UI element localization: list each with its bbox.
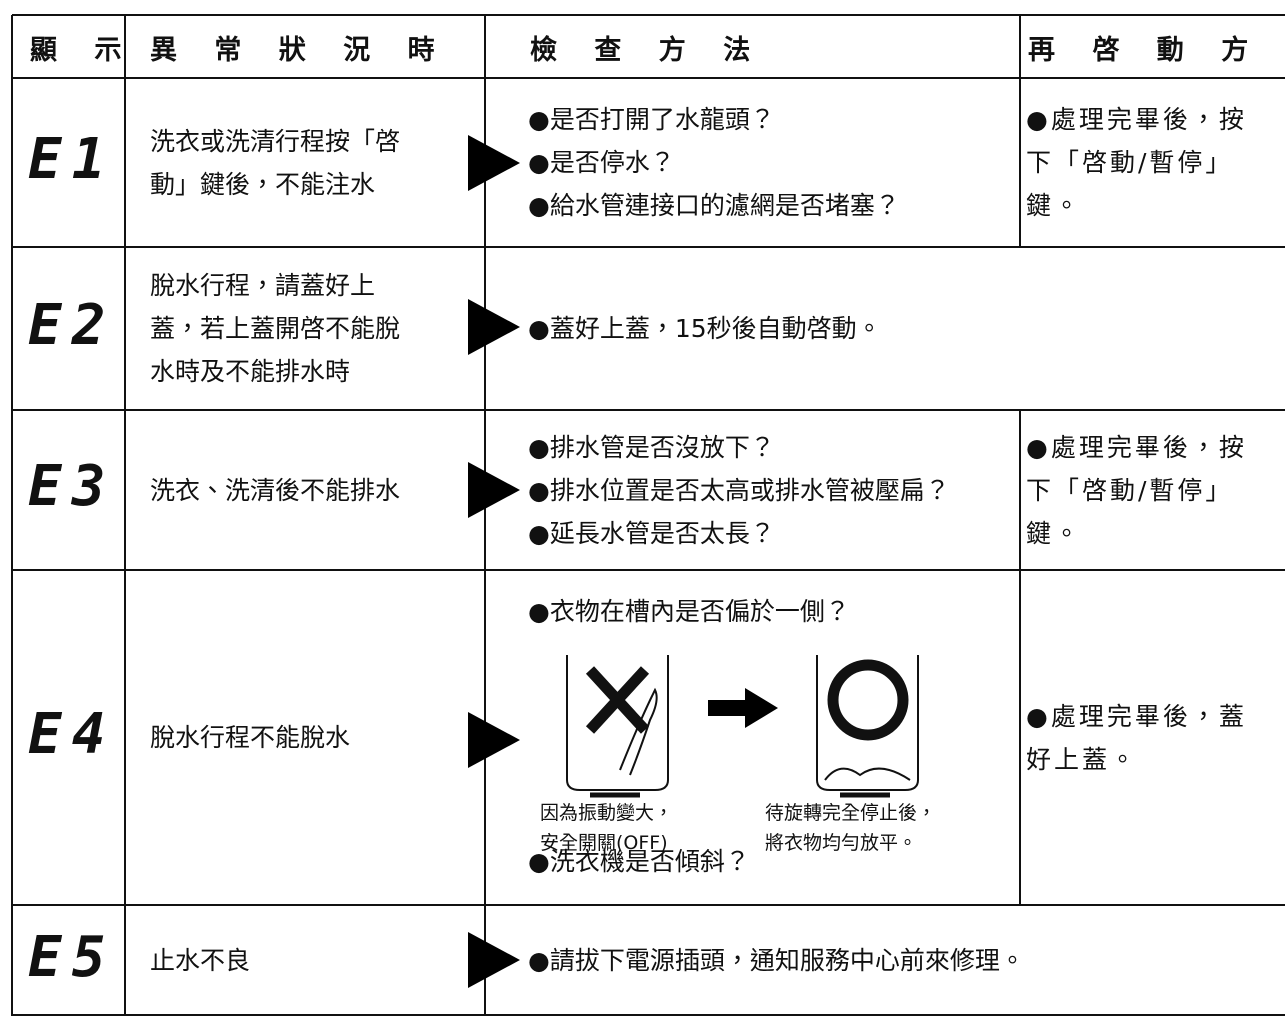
restart-line: 鍵。 bbox=[1026, 191, 1083, 220]
restart-cell: ●處理完畢後，按 下「啓動/暫停」 鍵。 bbox=[1026, 78, 1247, 247]
error-code: E4 bbox=[28, 701, 116, 767]
header-cell: 再 啓 動 方 法 bbox=[1028, 35, 1285, 66]
check-item: ●衣物在槽內是否偏於一側？ bbox=[528, 597, 850, 626]
header-cell: 檢 查 方 法 bbox=[530, 35, 765, 66]
condition-line: 蓋，若上蓋開啓不能脫 bbox=[150, 314, 401, 343]
restart-line: ●處理完畢後，按 bbox=[1026, 432, 1247, 462]
error-code: E2 bbox=[28, 292, 116, 358]
figure-right bbox=[816, 655, 919, 798]
restart-cell: ●處理完畢後，蓋 好上蓋。 bbox=[1026, 570, 1247, 905]
restart-cell: ●處理完畢後，按 下「啓動/暫停」 鍵。 bbox=[1026, 410, 1247, 570]
condition-line: 洗衣或洗清行程按「啓 bbox=[150, 126, 401, 156]
condition-line: 止水不良 bbox=[150, 946, 251, 975]
check-item: ●請拔下電源插頭，通知服務中心前來修理。 bbox=[528, 946, 1025, 975]
check-item: ●蓋好上蓋，15秒後自動啓動。 bbox=[528, 314, 882, 343]
check-cell: ●蓋好上蓋，15秒後自動啓動。 bbox=[528, 247, 882, 410]
check-item: ●給水管連接口的濾網是否堵塞？ bbox=[528, 191, 900, 220]
condition-line: 脫水行程不能脫水 bbox=[150, 723, 351, 752]
restart-line: 下「啓動/暫停」 bbox=[1026, 475, 1234, 505]
figure-caption: 待旋轉完全停止後， bbox=[765, 802, 937, 824]
check-cell: ●是否打開了水龍頭？ ●是否停水？ ●給水管連接口的濾網是否堵塞？ bbox=[528, 78, 900, 247]
restart-line: 好上蓋。 bbox=[1026, 744, 1139, 774]
check-item: ●洗衣機是否傾斜？ bbox=[528, 847, 750, 876]
condition-cell: 止水不良 bbox=[150, 905, 250, 1016]
condition-cell: 洗衣、洗清後不能排水 bbox=[150, 410, 400, 570]
error-code: E3 bbox=[28, 454, 116, 519]
check-cell: ●排水管是否沒放下？ ●排水位置是否太高或排水管被壓扁？ ●延長水管是否太長？ bbox=[528, 410, 950, 570]
figure-wrong bbox=[566, 655, 669, 798]
condition-cell: 脫水行程不能脫水 bbox=[150, 570, 350, 905]
figure-caption: 因為振動變大， bbox=[540, 802, 674, 824]
restart-line: 下「啓動/暫停」 bbox=[1026, 148, 1234, 177]
condition-line: 脫水行程，請蓋好上 bbox=[150, 271, 376, 300]
condition-cell: 脫水行程，請蓋好上 蓋，若上蓋開啓不能脫 水時及不能排水時 bbox=[150, 247, 400, 410]
condition-line: 洗衣、洗清後不能排水 bbox=[150, 475, 401, 505]
figure-caption: 將衣物均勻放平。 bbox=[765, 832, 918, 854]
restart-line: ●處理完畢後，蓋 bbox=[1026, 701, 1247, 731]
check-item: ●是否停水？ bbox=[528, 148, 675, 177]
check-item: ●排水管是否沒放下？ bbox=[528, 432, 775, 462]
error-code: E5 bbox=[28, 924, 116, 990]
condition-line: 水時及不能排水時 bbox=[150, 357, 351, 386]
arrows bbox=[468, 135, 520, 988]
condition-line: 動」鍵後，不能注水 bbox=[150, 169, 376, 199]
error-code: E1 bbox=[28, 126, 116, 192]
table-lines bbox=[11, 14, 1285, 1016]
check-item: ●延長水管是否太長？ bbox=[528, 518, 775, 548]
check-cell: ●請拔下電源插頭，通知服務中心前來修理。 bbox=[528, 905, 1025, 1016]
header-cell: 異 常 狀 況 時 bbox=[150, 35, 449, 66]
figure-arrow bbox=[708, 688, 778, 728]
restart-line: 鍵。 bbox=[1026, 518, 1083, 548]
figure-caption: 安全開關(OFF) bbox=[540, 832, 668, 854]
restart-line: ●處理完畢後，按 bbox=[1026, 105, 1247, 134]
check-item: ●是否打開了水龍頭？ bbox=[528, 105, 775, 134]
header-cell: 顯 示 bbox=[30, 35, 136, 66]
check-item: ●排水位置是否太高或排水管被壓扁？ bbox=[528, 475, 950, 505]
condition-cell: 洗衣或洗清行程按「啓 動」鍵後，不能注水 bbox=[150, 78, 400, 247]
